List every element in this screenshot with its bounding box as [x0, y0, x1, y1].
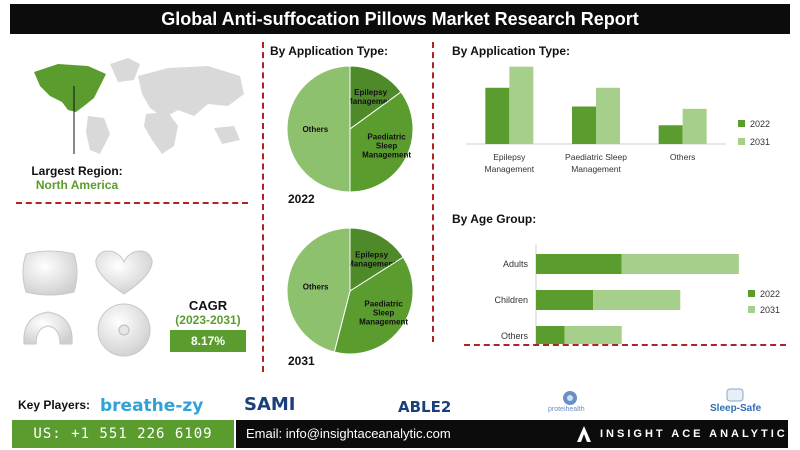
square-pillow-icon: [22, 250, 78, 296]
pie-slice-1-1: [333, 256, 414, 355]
proteihealth-logo-icon: [563, 391, 577, 405]
pie-slice-0-0: [349, 65, 402, 130]
pillow-illustrations: [22, 250, 153, 357]
pie-chart-2031: Epilepsy Management Paediatric Sleep Managem…: [286, 227, 414, 355]
vbar-legend-swatch-1: [738, 138, 745, 145]
cagr-title: CAGR: [188, 298, 228, 313]
logo-proteihealth: proteihealth: [548, 406, 585, 413]
vbar-tick-1: Paediatric Sleep Management: [565, 152, 627, 174]
divider-left: [16, 202, 248, 204]
pie-label-0-0: Epilepsy Management: [346, 88, 395, 106]
hbar-1-1: [593, 290, 681, 310]
hbar-0-1: [621, 254, 739, 274]
hbar-legend-0: 2022: [760, 289, 780, 299]
page-title: Global Anti-suffocation Pillows Market R…: [10, 4, 790, 34]
hbar-0-0: [536, 254, 622, 274]
hbar-2-1: [564, 326, 622, 344]
vbar-0-0: [485, 87, 510, 144]
email-contact[interactable]: Email: info@insightaceanalytic.com: [236, 420, 562, 448]
cagr-value: 8.17%: [170, 330, 246, 352]
hbar-1-0: [536, 290, 594, 310]
hbar-legend-swatch-1: [748, 306, 755, 313]
hbar-tick-0: Adults: [503, 259, 529, 269]
brand-logo-icon: [577, 426, 591, 442]
bar-application-title: By Application Type:: [452, 44, 571, 58]
phone-number[interactable]: US: +1 551 226 6109: [12, 420, 234, 448]
map-south-america: [86, 116, 110, 154]
key-players-label: Key Players:: [18, 398, 91, 412]
world-map: [34, 58, 244, 154]
pie-slice-1-0: [349, 227, 404, 292]
pie-year-2031: 2031: [288, 354, 315, 368]
map-north-america: [34, 64, 106, 112]
logo-able2: ABLE2: [398, 398, 452, 416]
vbar-legend-1: 2031: [750, 137, 770, 147]
pie-chart-2022: Epilepsy Management Paediatric Sleep Managem…: [286, 65, 414, 193]
brand-name: INSIGHT ACE ANALYTIC: [562, 420, 788, 448]
vbar-tick-2: Others: [670, 152, 696, 162]
pie-slice-1-2: [286, 227, 351, 353]
cagr-years: (2023-2031): [175, 313, 241, 327]
map-greenland: [110, 58, 140, 82]
vbar-legend-0: 2022: [750, 119, 770, 129]
u-pillow-icon: [23, 311, 73, 345]
bar-age-title: By Age Group:: [452, 212, 537, 226]
hbar-legend-swatch-0: [748, 290, 755, 297]
pie-section-title: By Application Type:: [270, 44, 389, 58]
map-eurasia: [138, 66, 244, 118]
pie-year-2022: 2022: [288, 192, 315, 206]
brand-name-text: INSIGHT ACE ANALYTIC: [600, 428, 788, 440]
pie-label-0-2: Others: [302, 125, 328, 134]
pie-label-1-1: Paediatric Sleep Management: [359, 299, 408, 326]
divider-vertical-1: [262, 42, 264, 372]
hbar-legend-1: 2031: [760, 305, 780, 315]
vbar-0-1: [509, 66, 534, 144]
logo-breathe-zy: breathe-zy: [100, 396, 204, 416]
hbar-2-0: [536, 326, 565, 344]
vbar-1-1: [596, 87, 620, 144]
pie-slice-0-2: [286, 65, 351, 193]
pie-label-1-0: Epilepsy Management: [347, 250, 396, 268]
map-africa: [144, 112, 178, 154]
bar-chart-application: Epilepsy Management Paediatric Sleep Manage…: [466, 66, 770, 174]
vbar-tick-0: Epilepsy Management: [485, 152, 535, 174]
pie-label-1-2: Others: [303, 283, 329, 292]
logo-sami: SAMI: [244, 394, 296, 415]
bar-chart-age-group: Adults Children Others 2022 2031: [494, 244, 780, 344]
vbar-2-0: [658, 125, 683, 144]
vbar-2-1: [682, 108, 707, 144]
vbar-legend-swatch-0: [738, 120, 745, 127]
divider-vertical-2: [432, 42, 434, 342]
hbar-tick-2: Others: [501, 331, 529, 341]
sleep-safe-logo-icon: [726, 388, 744, 402]
largest-region-value: North America: [35, 178, 119, 192]
hbar-tick-1: Children: [494, 295, 528, 305]
divider-right: [464, 344, 786, 346]
largest-region-label: Largest Region:: [31, 164, 123, 178]
pie-slice-0-1: [349, 91, 414, 193]
map-australia: [214, 126, 240, 144]
vbar-1-0: [572, 106, 596, 144]
logo-sleep-safe: Sleep-Safe: [710, 403, 762, 414]
pie-label-0-1: Paediatric Sleep Management: [362, 133, 411, 160]
heart-pillow-icon: [95, 250, 153, 295]
